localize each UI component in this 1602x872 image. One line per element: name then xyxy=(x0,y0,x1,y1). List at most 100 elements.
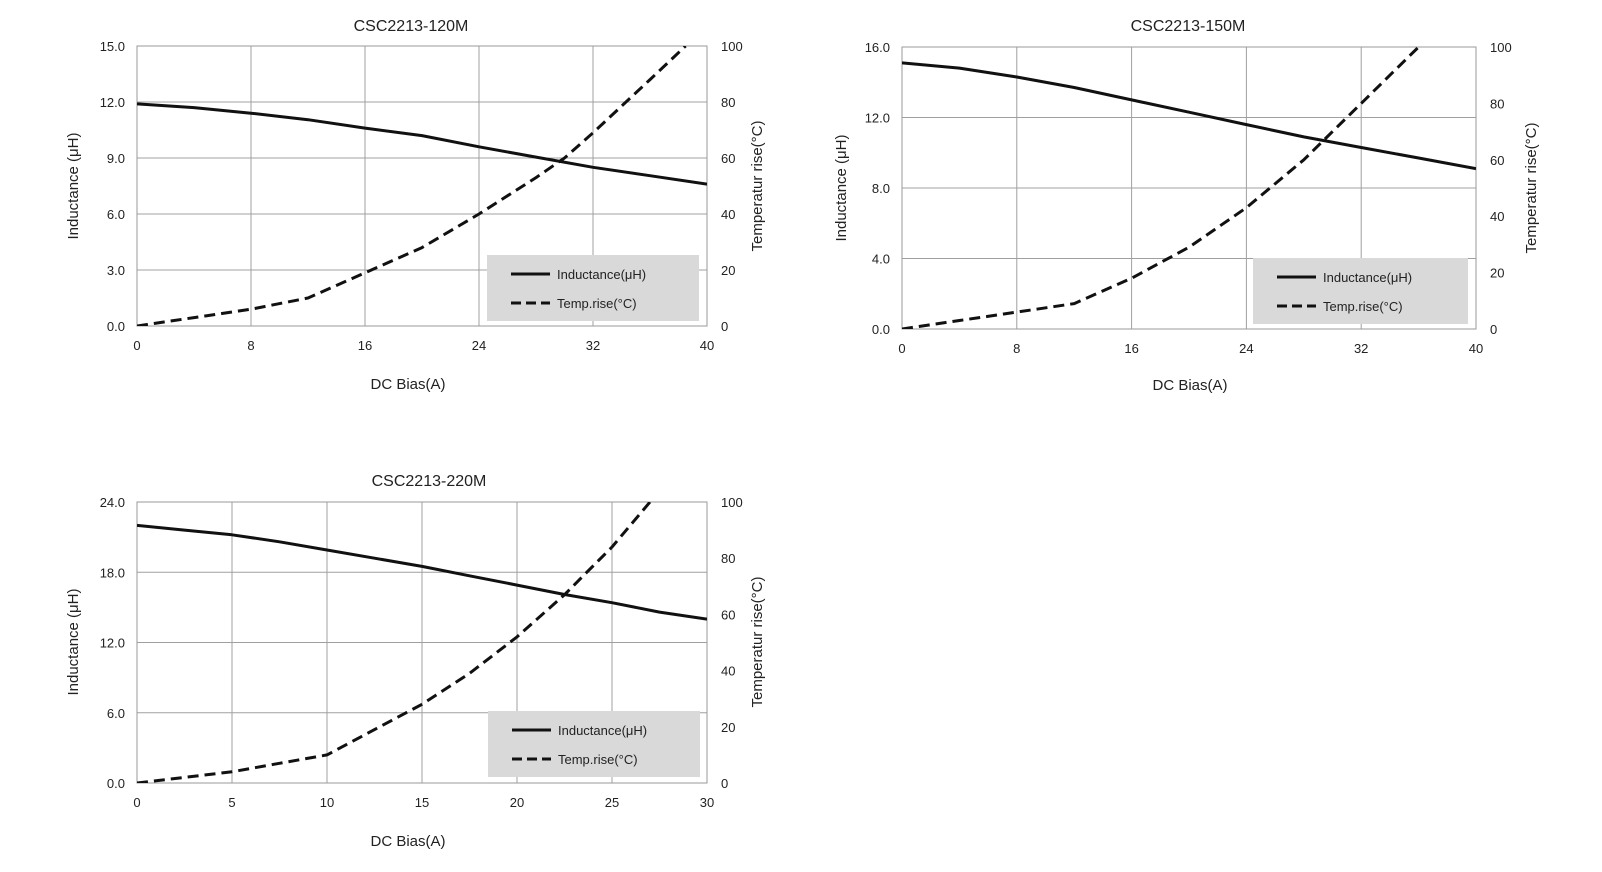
y-tick-label: 0.0 xyxy=(107,319,125,334)
chart-csc2213-120m: CSC2213-120M Inductance(μH) Temp.rise(°C… xyxy=(65,18,766,393)
y2-tick-label: 80 xyxy=(721,95,735,110)
series-layer xyxy=(137,502,707,783)
y-tick-labels: 0.0 6.0 12.0 18.0 24.0 xyxy=(100,495,125,791)
legend: Inductance(μH) Temp.rise(°C) xyxy=(488,711,700,777)
temp-rise-series-line xyxy=(137,502,652,783)
inductance-series-line xyxy=(137,523,707,621)
chart-title: CSC2213-120M xyxy=(354,18,469,35)
x-tick-label: 24 xyxy=(1239,341,1253,356)
legend-temp-label: Temp.rise(°C) xyxy=(557,296,637,311)
inductance-series-line xyxy=(902,61,1476,171)
inductance-series-line xyxy=(137,102,707,186)
y-tick-label: 12.0 xyxy=(865,111,890,126)
y-tick-label: 24.0 xyxy=(100,495,125,510)
y-tick-label: 6.0 xyxy=(107,207,125,222)
y2-axis-label: Temperatur rise(°C) xyxy=(1523,122,1540,253)
x-tick-label: 16 xyxy=(358,338,372,353)
y2-tick-label: 0 xyxy=(721,776,728,791)
plot-frame xyxy=(136,501,708,784)
y2-tick-label: 60 xyxy=(721,607,735,622)
y-tick-label: 16.0 xyxy=(865,40,890,55)
x-tick-labels: 0 5 10 15 20 25 30 xyxy=(133,795,714,810)
x-tick-label: 0 xyxy=(133,795,140,810)
y-tick-label: 4.0 xyxy=(872,252,890,267)
y-tick-label: 9.0 xyxy=(107,151,125,166)
y2-tick-label: 80 xyxy=(721,551,735,566)
legend-box xyxy=(488,711,700,777)
chart-title: CSC2213-150M xyxy=(1131,18,1246,35)
y-tick-label: 0.0 xyxy=(107,776,125,791)
y2-tick-labels: 0 20 40 60 80 100 xyxy=(721,39,743,334)
legend: Inductance(μH) Temp.rise(°C) xyxy=(487,255,699,321)
y-tick-labels: 0.0 3.0 6.0 9.0 12.0 15.0 xyxy=(100,39,125,334)
y2-tick-label: 60 xyxy=(1490,153,1504,168)
x-tick-label: 0 xyxy=(898,341,905,356)
x-tick-label: 32 xyxy=(586,338,600,353)
y2-axis-label: Temperatur rise(°C) xyxy=(749,576,766,707)
x-tick-label: 16 xyxy=(1124,341,1138,356)
x-tick-label: 0 xyxy=(133,338,140,353)
plot-frame xyxy=(901,46,1477,330)
legend: Inductance(μH) Temp.rise(°C) xyxy=(1253,258,1468,324)
y-tick-label: 6.0 xyxy=(107,706,125,721)
y2-tick-labels: 0 20 40 60 80 100 xyxy=(1490,40,1512,337)
x-tick-label: 24 xyxy=(472,338,486,353)
x-tick-label: 15 xyxy=(415,795,429,810)
x-tick-label: 25 xyxy=(605,795,619,810)
y2-tick-label: 20 xyxy=(721,263,735,278)
y2-tick-label: 20 xyxy=(1490,266,1504,281)
y2-tick-label: 0 xyxy=(721,319,728,334)
y-tick-label: 8.0 xyxy=(872,181,890,196)
temp-rise-series-line xyxy=(902,47,1420,329)
y2-tick-label: 60 xyxy=(721,151,735,166)
y2-tick-label: 0 xyxy=(1490,322,1497,337)
y2-tick-label: 100 xyxy=(721,495,743,510)
y2-tick-label: 40 xyxy=(721,664,735,679)
y-axis-label: Inductance (μH) xyxy=(833,134,850,241)
y-axis-label: Inductance (μH) xyxy=(65,132,82,239)
y2-tick-label: 40 xyxy=(1490,209,1504,224)
y-tick-label: 12.0 xyxy=(100,636,125,651)
legend-temp-label: Temp.rise(°C) xyxy=(1323,299,1403,314)
y-tick-label: 15.0 xyxy=(100,39,125,54)
x-axis-label: DC Bias(A) xyxy=(370,376,445,393)
y-tick-label: 18.0 xyxy=(100,565,125,580)
y-tick-labels: 0.0 4.0 8.0 12.0 16.0 xyxy=(865,40,890,337)
temp-rise-series-line xyxy=(137,46,687,326)
y2-tick-label: 100 xyxy=(721,39,743,54)
x-tick-label: 8 xyxy=(247,338,254,353)
x-tick-label: 5 xyxy=(228,795,235,810)
legend-box xyxy=(1253,258,1468,324)
series-layer xyxy=(902,47,1476,329)
x-tick-label: 30 xyxy=(700,795,714,810)
legend-temp-label: Temp.rise(°C) xyxy=(558,752,638,767)
y2-tick-label: 40 xyxy=(721,207,735,222)
plot-frame xyxy=(136,45,708,327)
x-axis-label: DC Bias(A) xyxy=(370,833,445,850)
x-tick-label: 40 xyxy=(700,338,714,353)
series-layer xyxy=(137,46,707,326)
legend-box xyxy=(487,255,699,321)
chart-csc2213-150m: CSC2213-150M Inductance(μH) Temp.rise(°C… xyxy=(833,18,1540,394)
x-tick-label: 32 xyxy=(1354,341,1368,356)
y2-tick-labels: 0 20 40 60 80 100 xyxy=(721,495,743,791)
chart-title: CSC2213-220M xyxy=(372,473,487,490)
x-tick-labels: 0 8 16 24 32 40 xyxy=(898,341,1483,356)
x-tick-label: 10 xyxy=(320,795,334,810)
x-axis-label: DC Bias(A) xyxy=(1152,377,1227,394)
y2-axis-label: Temperatur rise(°C) xyxy=(749,120,766,251)
x-tick-label: 8 xyxy=(1013,341,1020,356)
y-tick-label: 3.0 xyxy=(107,263,125,278)
legend-inductance-label: Inductance(μH) xyxy=(557,267,646,282)
y2-tick-label: 100 xyxy=(1490,40,1512,55)
x-tick-label: 20 xyxy=(510,795,524,810)
x-tick-labels: 0 8 16 24 32 40 xyxy=(133,338,714,353)
legend-inductance-label: Inductance(μH) xyxy=(558,723,647,738)
y2-tick-label: 80 xyxy=(1490,96,1504,111)
x-tick-label: 40 xyxy=(1469,341,1483,356)
y2-tick-label: 20 xyxy=(721,720,735,735)
chart-csc2213-220m: CSC2213-220M Inductance(μH) Temp.rise(°C… xyxy=(65,473,766,850)
y-tick-label: 0.0 xyxy=(872,322,890,337)
y-tick-label: 12.0 xyxy=(100,95,125,110)
